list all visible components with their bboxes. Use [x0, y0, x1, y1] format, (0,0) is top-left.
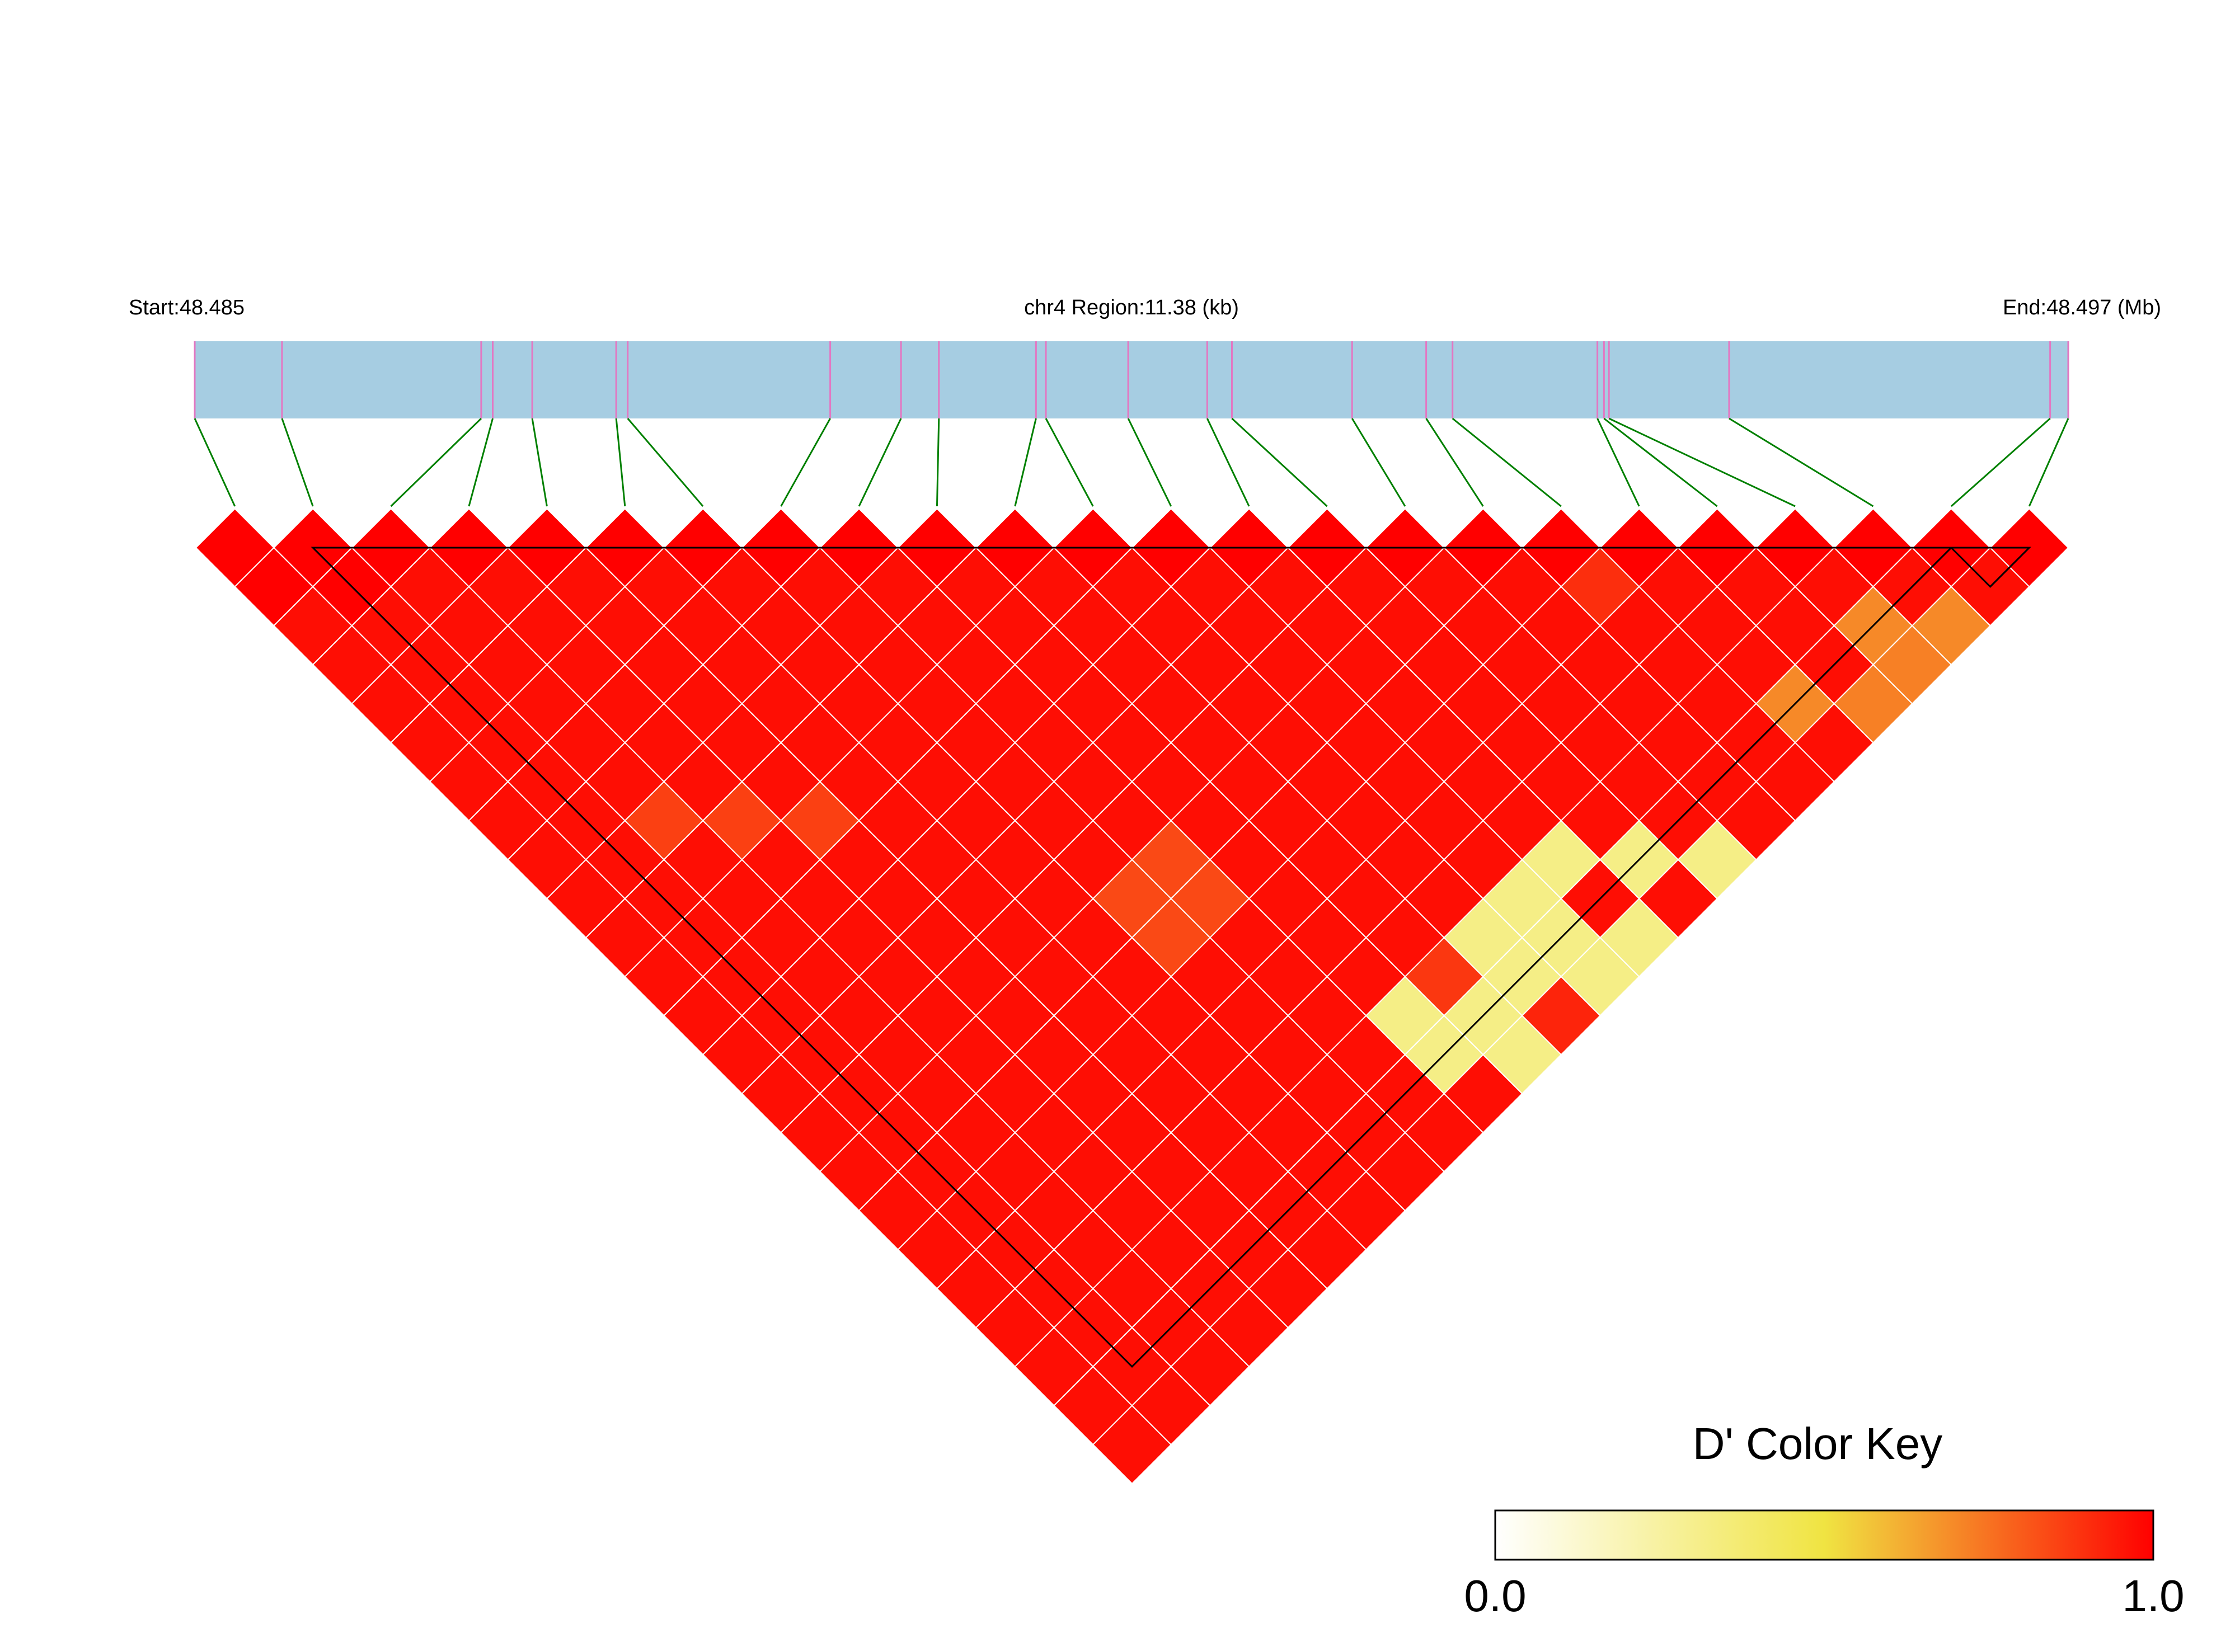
snp-connector: [390, 417, 482, 507]
snp-tick-group: [194, 341, 2069, 418]
snp-connector: [780, 418, 831, 507]
snp-connector: [615, 418, 626, 507]
snp-connector: [1206, 418, 1250, 507]
snp-connector: [1014, 418, 1037, 507]
snp-connector: [531, 418, 548, 507]
ld-cell-group: [195, 507, 2069, 1485]
snp-connector: [1603, 417, 1718, 507]
snp-connector: [627, 418, 704, 507]
legend-max-label: 1.0: [2122, 1571, 2184, 1621]
snp-connector: [1127, 418, 1172, 507]
legend-title: D' Color Key: [1693, 1419, 1943, 1469]
snp-connector: [1608, 417, 1796, 507]
region-label: chr4 Region:11.38 (kb): [1024, 296, 1239, 319]
snp-connector: [1045, 418, 1094, 507]
legend-min-label: 0.0: [1464, 1571, 1526, 1621]
ld-block-outline: [1949, 547, 2031, 588]
snp-connector: [1729, 417, 1874, 507]
snp-connector-group: [194, 417, 2069, 507]
snp-connector: [1351, 418, 1406, 507]
ld-block-group: [311, 547, 2031, 1368]
snp-connector: [1452, 417, 1562, 507]
chromosome-region-bar: [195, 341, 2068, 418]
start-label: Start:48.485: [129, 296, 245, 319]
snp-connector: [281, 418, 314, 507]
snp-connector: [1950, 417, 2051, 507]
end-label: End:48.497 (Mb): [2003, 296, 2161, 319]
snp-connector: [194, 418, 236, 507]
snp-connector: [1231, 417, 1328, 507]
snp-connector: [858, 418, 902, 507]
snp-connector: [936, 418, 940, 507]
snp-connector: [468, 418, 494, 507]
legend-gradient-bar: [1494, 1509, 2154, 1561]
snp-connector: [1597, 418, 1640, 507]
snp-connector: [1425, 418, 1484, 507]
ld-block-outline: [311, 547, 1954, 1368]
snp-connector: [2028, 418, 2069, 507]
